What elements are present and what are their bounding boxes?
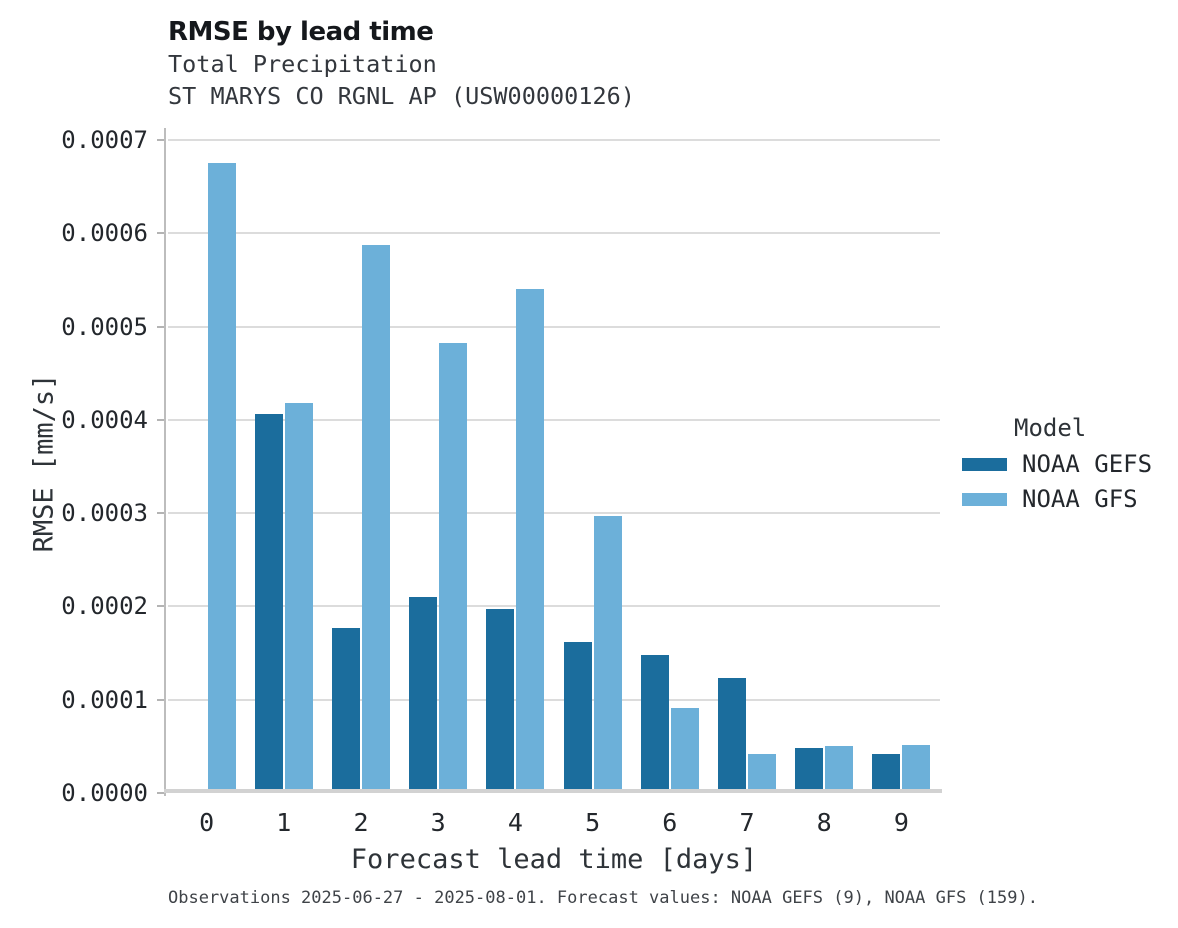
x-tick-label: 6	[662, 808, 678, 837]
bar-noaa-gfs-lead-1	[284, 403, 313, 793]
gridline	[168, 512, 940, 515]
bar-noaa-gfs-lead-8	[825, 745, 854, 793]
bar-noaa-gfs-lead-6	[670, 708, 699, 793]
y-tick-label: 0.0001	[61, 685, 148, 714]
legend-label: NOAA GEFS	[1022, 450, 1153, 478]
y-tick-label: 0.0000	[61, 779, 148, 807]
x-tick-label: 4	[507, 808, 523, 837]
y-tick-mark	[157, 792, 166, 794]
y-tick-label: 0.0002	[61, 592, 148, 621]
legend-entry-noaa-gfs: NOAA GFS	[962, 484, 1178, 514]
y-tick-mark	[157, 418, 166, 421]
y-tick-label: 0.0006	[61, 219, 148, 248]
bar-noaa-gfs-lead-5	[593, 515, 622, 793]
x-tick-label: 5	[585, 808, 601, 837]
y-tick-label: 0.0003	[61, 499, 148, 528]
y-tick-label: 0.0004	[61, 405, 148, 434]
bar-noaa-gefs-lead-8	[795, 748, 824, 793]
bar-noaa-gfs-lead-2	[362, 245, 390, 793]
gridline	[168, 232, 940, 235]
bar-noaa-gfs-lead-4	[516, 289, 545, 793]
legend-swatch	[962, 457, 1007, 471]
x-tick-label: 0	[199, 808, 215, 837]
bar-noaa-gefs-lead-4	[486, 609, 515, 793]
bar-noaa-gfs-lead-7	[748, 754, 776, 793]
y-tick-mark	[157, 325, 166, 328]
y-tick-mark	[157, 232, 166, 235]
bar-noaa-gefs-lead-2	[332, 627, 360, 793]
x-axis-title: Forecast lead time [days]	[350, 844, 758, 875]
gridline	[168, 605, 940, 608]
legend-swatch	[962, 492, 1007, 506]
legend: Model NOAA GEFS NOAA GFS	[962, 412, 1178, 514]
x-tick-label: 2	[353, 808, 369, 837]
x-axis-spine	[164, 789, 942, 793]
gridline	[168, 325, 940, 328]
legend-title: Model	[1014, 414, 1087, 442]
gridline	[168, 698, 940, 701]
y-tick-label: 0.0007	[61, 125, 148, 154]
x-tick-label: 8	[816, 808, 832, 837]
y-tick-mark	[157, 138, 166, 141]
chart-subtitle-station: ST MARYS CO RGNL AP (USW00000126)	[168, 82, 635, 110]
x-tick-label: 9	[893, 808, 909, 837]
y-tick-mark	[157, 698, 166, 701]
bar-noaa-gefs-lead-5	[563, 641, 592, 793]
bar-noaa-gefs-lead-1	[254, 414, 283, 793]
legend-label: NOAA GFS	[1022, 485, 1138, 513]
bar-noaa-gefs-lead-6	[640, 654, 669, 793]
bar-noaa-gfs-lead-9	[902, 744, 931, 793]
legend-entry-noaa-gefs: NOAA GEFS	[962, 449, 1178, 479]
bar-noaa-gfs-lead-3	[439, 343, 468, 793]
x-tick-label: 1	[276, 808, 292, 837]
footer-note: Observations 2025-06-27 - 2025-08-01. Fo…	[168, 888, 1038, 908]
chart-title: RMSE by lead time	[168, 17, 434, 47]
bar-noaa-gefs-lead-3	[409, 597, 438, 793]
y-tick-label: 0.0005	[61, 312, 148, 341]
chart-subtitle-variable: Total Precipitation	[168, 50, 437, 78]
y-tick-mark	[157, 512, 166, 515]
x-tick-label: 3	[430, 808, 446, 837]
bar-noaa-gefs-lead-9	[872, 753, 901, 793]
bar-noaa-gfs-lead-0	[207, 163, 236, 793]
gridline	[168, 138, 940, 141]
gridline	[168, 418, 940, 421]
bar-noaa-gefs-lead-7	[718, 678, 746, 793]
x-tick-label: 7	[739, 808, 755, 837]
y-axis-spine	[164, 128, 166, 796]
y-tick-mark	[157, 605, 166, 608]
